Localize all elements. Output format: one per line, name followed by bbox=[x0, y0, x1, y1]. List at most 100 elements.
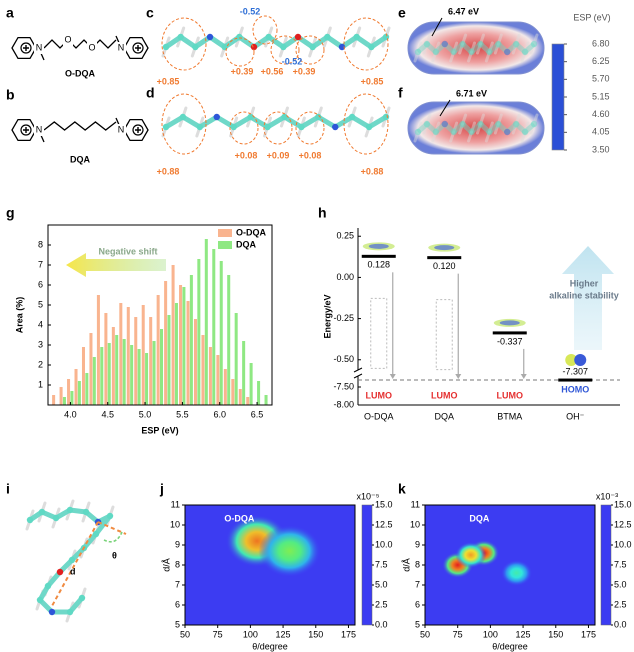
direction bbox=[97, 521, 127, 535]
x-tick-label: 175 bbox=[581, 629, 596, 639]
bar bbox=[264, 395, 268, 405]
atom-label: O bbox=[64, 34, 71, 44]
atom bbox=[477, 120, 484, 128]
bar bbox=[77, 381, 81, 405]
orbital-label: HOMO bbox=[561, 384, 589, 394]
atom bbox=[281, 113, 288, 121]
bar bbox=[149, 317, 153, 405]
x-tick-label: O-DQA bbox=[364, 411, 394, 421]
bar bbox=[59, 387, 63, 405]
y-tick-label: 3 bbox=[38, 339, 43, 349]
atom bbox=[68, 556, 76, 564]
bond bbox=[493, 42, 500, 55]
bond bbox=[532, 33, 539, 46]
bar bbox=[164, 281, 168, 405]
y-tick-label: -0.50 bbox=[333, 354, 354, 364]
atom bbox=[486, 48, 493, 56]
ring bbox=[11, 36, 37, 60]
atom bbox=[82, 508, 90, 516]
bond bbox=[449, 50, 456, 63]
bar bbox=[227, 275, 231, 405]
bar bbox=[204, 239, 208, 405]
panel-label: e bbox=[398, 5, 406, 21]
x-axis-label: θ/degree bbox=[252, 641, 288, 651]
y-tick-label: 5 bbox=[175, 619, 180, 629]
axis-break bbox=[353, 367, 363, 379]
bar bbox=[67, 379, 71, 405]
bond bbox=[452, 41, 459, 54]
bar bbox=[193, 319, 197, 405]
angle-arc bbox=[103, 531, 123, 543]
colorbar-tick-label: 15.0 bbox=[375, 499, 393, 509]
atom bbox=[66, 506, 74, 514]
bond bbox=[461, 113, 468, 126]
colorbar-tick-label: 15.0 bbox=[614, 499, 632, 509]
bond bbox=[493, 122, 500, 135]
y-tick-label: -0.25 bbox=[333, 313, 354, 323]
atom bbox=[315, 113, 322, 121]
bond bbox=[520, 50, 527, 63]
atom bbox=[264, 123, 271, 131]
partial-charge: +0.08 bbox=[299, 150, 322, 160]
colorbar-scale: x10⁻³ bbox=[596, 491, 618, 501]
atom bbox=[247, 113, 254, 121]
x-tick-label: 50 bbox=[420, 629, 430, 639]
esp-surface bbox=[407, 101, 545, 155]
y-tick-label: 7 bbox=[38, 259, 43, 269]
y-tick-label: 7 bbox=[175, 579, 180, 589]
atom bbox=[512, 40, 520, 48]
energy-level bbox=[427, 256, 462, 260]
atom bbox=[280, 43, 287, 51]
bond bbox=[487, 121, 494, 134]
atom-bg bbox=[34, 42, 44, 54]
atom bbox=[230, 123, 237, 131]
bond bbox=[452, 121, 459, 134]
bar bbox=[145, 353, 149, 405]
y-axis-label: Energy/eV bbox=[322, 294, 332, 338]
esp-max: 6.71 eV bbox=[456, 88, 487, 98]
x-tick-label: 50 bbox=[180, 629, 190, 639]
bar bbox=[85, 373, 89, 405]
bar bbox=[216, 355, 220, 405]
partial-charge: +0.88 bbox=[361, 166, 384, 176]
bar bbox=[107, 343, 111, 405]
bond bbox=[523, 41, 530, 54]
bar bbox=[201, 335, 205, 405]
atom bbox=[423, 40, 431, 48]
x-tick-label: 150 bbox=[308, 629, 323, 639]
group-outline bbox=[270, 35, 300, 65]
atom bbox=[92, 530, 100, 538]
atom bbox=[236, 33, 243, 41]
atom bbox=[26, 516, 34, 524]
energy-level bbox=[492, 331, 527, 335]
bar bbox=[81, 347, 85, 405]
y-tick-label: 10 bbox=[410, 519, 420, 529]
bond bbox=[484, 130, 491, 143]
colorbar-tick-label: 10.0 bbox=[375, 539, 393, 549]
orbital bbox=[574, 354, 587, 367]
charge-plus bbox=[135, 45, 141, 51]
bar bbox=[141, 305, 145, 405]
atom-label: N bbox=[118, 42, 125, 52]
x-tick-label: 4.0 bbox=[64, 409, 77, 419]
atom bbox=[365, 123, 373, 131]
pointer bbox=[431, 17, 443, 37]
group-outline bbox=[343, 17, 389, 71]
annotation: alkaline stability bbox=[549, 290, 619, 300]
bond bbox=[529, 122, 536, 135]
bar bbox=[242, 341, 246, 405]
shift-arrow bbox=[66, 253, 166, 277]
y-tick-label: 1 bbox=[38, 379, 43, 389]
annotation: Higher bbox=[570, 278, 599, 288]
atom bbox=[192, 43, 199, 51]
atom bbox=[512, 120, 520, 128]
value-label: -7.307 bbox=[562, 366, 588, 376]
y-tick-label: 8 bbox=[38, 239, 43, 249]
bar bbox=[100, 347, 104, 405]
atom-bg bbox=[116, 42, 126, 54]
bond bbox=[496, 113, 503, 126]
atom bbox=[324, 33, 331, 41]
legend-label: DQA bbox=[236, 239, 257, 249]
charge-plus bbox=[23, 127, 29, 133]
